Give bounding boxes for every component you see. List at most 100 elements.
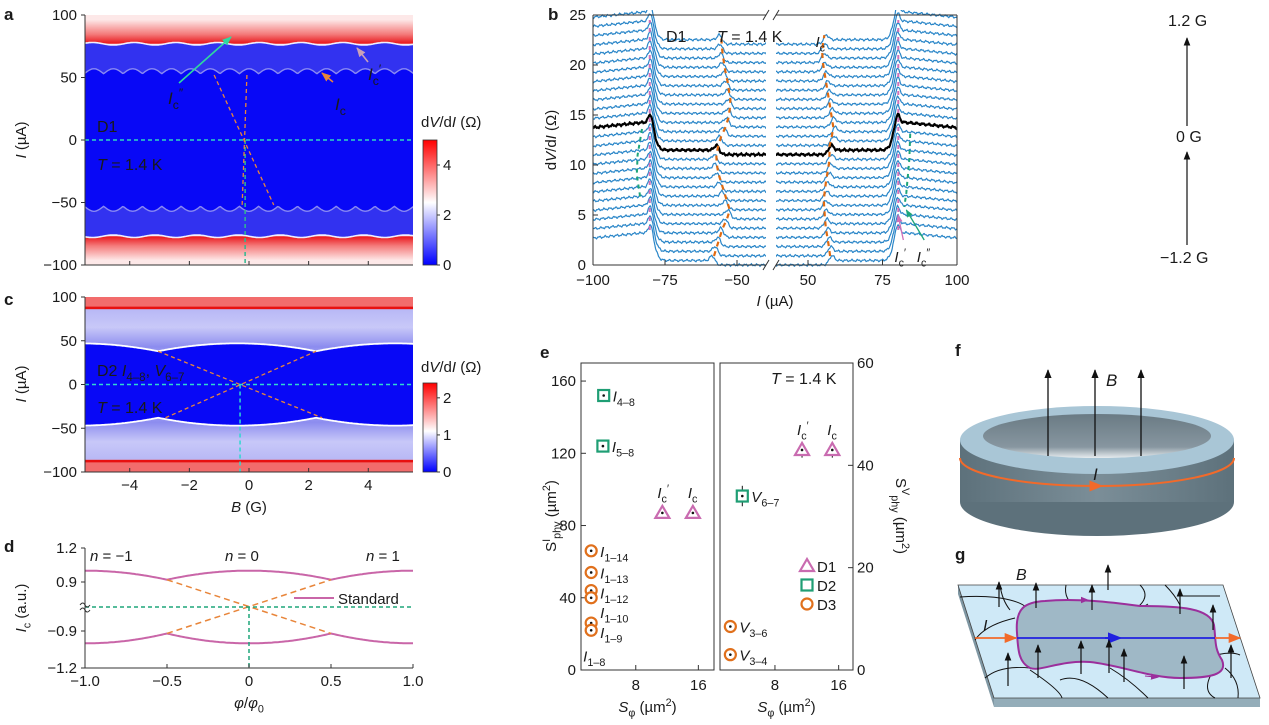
trace-left bbox=[593, 21, 766, 65]
colorbar-tick-label: 1 bbox=[443, 427, 451, 444]
ic-dprime-label-part: I bbox=[168, 89, 173, 108]
device-label-part: V bbox=[154, 363, 166, 380]
axis-break-icon bbox=[79, 602, 91, 613]
x-axis-label: B (G) bbox=[231, 499, 267, 516]
marker-square bbox=[800, 578, 814, 592]
x-axis-label: I (µA) bbox=[757, 293, 794, 310]
colorbar-tick-label: 2 bbox=[443, 390, 451, 407]
y-axis-label: I (µA) bbox=[13, 122, 30, 159]
y-axis-label-part: I bbox=[13, 628, 30, 632]
ic-prime-arrow bbox=[356, 47, 369, 63]
point-center bbox=[589, 628, 593, 632]
trace-right bbox=[776, 86, 957, 129]
field-label: B bbox=[1016, 567, 1027, 584]
x-tick-label: −100 bbox=[576, 272, 610, 289]
panel-f: IB bbox=[959, 369, 1235, 536]
ic-dprime-label: Ic″ bbox=[168, 86, 184, 112]
x-tick-label: 0 bbox=[245, 477, 253, 494]
trace-left bbox=[593, 67, 766, 111]
n-label-one-part: n bbox=[366, 548, 374, 565]
y-axis-label-part: c bbox=[22, 622, 34, 628]
trace-right bbox=[776, 10, 957, 47]
y-axis-label-part: (Ω) bbox=[543, 110, 560, 135]
device-label: D1 bbox=[97, 119, 118, 136]
x-axis-label-part: φ bbox=[234, 695, 244, 712]
legend-label: D2 bbox=[817, 578, 836, 595]
x-axis-label-part: S bbox=[618, 699, 628, 716]
temperature-label-part: T bbox=[771, 371, 782, 388]
ring-inner-wall bbox=[983, 414, 1211, 458]
point-label: Ic bbox=[827, 422, 837, 443]
temperature-label-part: = 1.4 K bbox=[781, 371, 837, 388]
n-label-minus-one: n = −1 bbox=[90, 548, 133, 565]
x-axis-label-part: φ bbox=[628, 708, 635, 720]
point-label-part: I bbox=[600, 565, 604, 582]
ic-label: Ic bbox=[815, 34, 825, 55]
y-axis-label-part: I bbox=[13, 398, 30, 402]
point-label-part: I bbox=[688, 485, 692, 502]
x-axis-label-part: (µA) bbox=[761, 293, 794, 310]
trace-left bbox=[593, 205, 766, 249]
colorbar-label-part: d bbox=[421, 359, 429, 376]
ic-prime-label: Ic′ bbox=[894, 247, 906, 270]
extension-dashed-2 bbox=[166, 579, 332, 635]
x-tick-label: 16 bbox=[690, 677, 707, 694]
point-label-part: 1–12 bbox=[604, 594, 628, 606]
y-axis-label-part: /d bbox=[543, 139, 560, 152]
ic-label-part: c bbox=[340, 104, 346, 118]
x-tick-label: −2 bbox=[181, 477, 198, 494]
point-label-part: I bbox=[600, 625, 604, 642]
point-label: Ic bbox=[688, 485, 698, 506]
y-tick-label: 0 bbox=[578, 257, 586, 274]
trace-right bbox=[776, 12, 957, 56]
panel-letter-a: a bbox=[4, 5, 14, 24]
point-label-part: I bbox=[613, 389, 617, 406]
current-label: I bbox=[1093, 465, 1098, 484]
trace-right bbox=[776, 39, 957, 83]
ic-dprime-arrow bbox=[178, 36, 232, 84]
field-label-top: 1.2 G bbox=[1168, 13, 1207, 30]
colorbar-label-part: /d bbox=[439, 114, 452, 131]
colorbar-label-part: (Ω) bbox=[456, 114, 481, 131]
x-axis-label-part: (µm bbox=[774, 699, 804, 716]
trace-right bbox=[776, 168, 957, 213]
field-label-middle: 0 G bbox=[1176, 129, 1202, 146]
grain-boundary bbox=[984, 667, 1031, 679]
trace-right bbox=[776, 29, 957, 75]
loop-arrow-bottom bbox=[1144, 673, 1159, 680]
point-label: V3–4 bbox=[739, 648, 767, 669]
normal-band-bottom bbox=[85, 236, 413, 260]
trace-left bbox=[593, 13, 766, 56]
panel-g: IB bbox=[957, 564, 1261, 707]
data-point-D3: I1–8 bbox=[583, 623, 605, 669]
y-axis-label: I (µA) bbox=[13, 366, 30, 403]
point-label-part: c bbox=[692, 493, 698, 505]
trace-right bbox=[776, 111, 957, 158]
y-tick-label: −1.2 bbox=[47, 660, 77, 677]
ic-prime-label-part: ′ bbox=[379, 62, 382, 76]
normal-edge-top bbox=[85, 306, 413, 310]
trace-left bbox=[593, 224, 766, 268]
y-axis-label-part: (µA) bbox=[13, 366, 30, 399]
colorbar-label-part: d bbox=[421, 114, 429, 131]
point-label-part: 3–4 bbox=[749, 656, 767, 668]
ic-label-part: I bbox=[335, 95, 340, 114]
x-tick-label: −4 bbox=[121, 477, 138, 494]
n-label-minus-one-part: = −1 bbox=[98, 548, 132, 565]
ic-label: Ic bbox=[335, 95, 346, 118]
y-axis-label-right-part: V bbox=[899, 488, 911, 496]
y-tick-label: 60 bbox=[857, 355, 874, 372]
point-center bbox=[729, 625, 732, 628]
point-label-part: c bbox=[801, 430, 807, 442]
y-axis-label-left-part: ) bbox=[543, 480, 560, 485]
grain-boundary bbox=[1164, 584, 1181, 606]
normal-band-top bbox=[85, 20, 413, 44]
point-center bbox=[589, 549, 593, 553]
trace-left bbox=[593, 188, 766, 231]
y-tick-label: 25 bbox=[569, 7, 586, 24]
trace-right bbox=[776, 103, 957, 148]
point-center bbox=[740, 494, 744, 498]
point-label: V6–7 bbox=[751, 489, 779, 510]
